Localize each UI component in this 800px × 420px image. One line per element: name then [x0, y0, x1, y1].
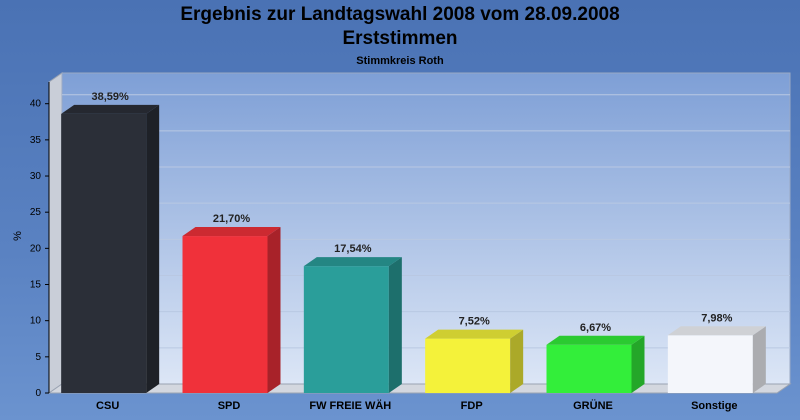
bar-side: [146, 104, 160, 394]
y-tick-label: 30: [30, 171, 42, 182]
bar-top: [546, 335, 645, 345]
bar-value-label: 38,59%: [92, 91, 130, 103]
bar-front: [546, 344, 632, 393]
bar-sonstige: 7,98%: [667, 312, 766, 393]
x-tick-label: FW FREIE WÄH: [309, 399, 391, 412]
bar-front: [667, 335, 753, 393]
bar-fw-freie-w-h: 17,54%: [303, 243, 402, 393]
bar-top: [182, 227, 281, 237]
bar-fdp: 7,52%: [425, 316, 524, 393]
y-tick-label: 0: [35, 388, 41, 399]
y-axis-label: %: [12, 231, 24, 241]
bar-csu: 38,59%: [61, 91, 160, 394]
y-tick-label: 10: [30, 316, 42, 327]
bar-top: [667, 326, 766, 336]
y-tick-label: 35: [30, 135, 42, 146]
bar-front: [61, 113, 147, 394]
y-tick-label: 40: [30, 99, 42, 110]
chart-subtitle: Stimmkreis Roth: [356, 55, 444, 67]
bar-front: [303, 266, 389, 393]
bars-group: 38,59% 21,70% 17,54% 7,52% 6,67% 7,98%: [61, 91, 766, 394]
x-axis: CSU SPD FW FREIE WÄH FDP GRÜNE Sonstige: [96, 399, 738, 412]
bar-side: [631, 335, 645, 393]
bar-value-label: 7,98%: [701, 312, 732, 324]
bar-top: [61, 104, 160, 114]
x-tick-label: CSU: [96, 400, 119, 412]
x-tick-label: GRÜNE: [573, 399, 613, 412]
bar-value-label: 21,70%: [213, 213, 251, 225]
bar-top: [425, 329, 524, 339]
bar-side: [267, 227, 281, 393]
plot-left-wall: [48, 72, 63, 394]
bar-value-label: 6,67%: [580, 322, 611, 334]
y-tick-label: 20: [30, 243, 42, 254]
x-tick-label: SPD: [218, 400, 241, 412]
bar-side: [752, 326, 766, 393]
chart-title: Ergebnis zur Landtagswahl 2008 vom 28.09…: [180, 4, 620, 25]
y-tick-label: 5: [35, 352, 41, 363]
bar-spd: 21,70%: [182, 213, 281, 393]
bar-top: [303, 257, 402, 267]
x-tick-label: Sonstige: [691, 400, 737, 412]
bar-gr-ne: 6,67%: [546, 322, 645, 393]
bar-value-label: 7,52%: [459, 316, 490, 328]
y-tick-label: 25: [30, 207, 42, 218]
y-axis: 0 5 10 15 20 25 30 35 40: [30, 82, 50, 399]
bar-front: [425, 338, 511, 393]
bar-front: [182, 236, 268, 393]
chart-title-line2: Erststimmen: [342, 28, 458, 49]
x-tick-label: FDP: [461, 400, 483, 412]
bar-value-label: 17,54%: [334, 243, 372, 255]
bar-side: [388, 257, 402, 393]
bar-side: [510, 329, 524, 393]
y-tick-label: 15: [30, 280, 42, 291]
